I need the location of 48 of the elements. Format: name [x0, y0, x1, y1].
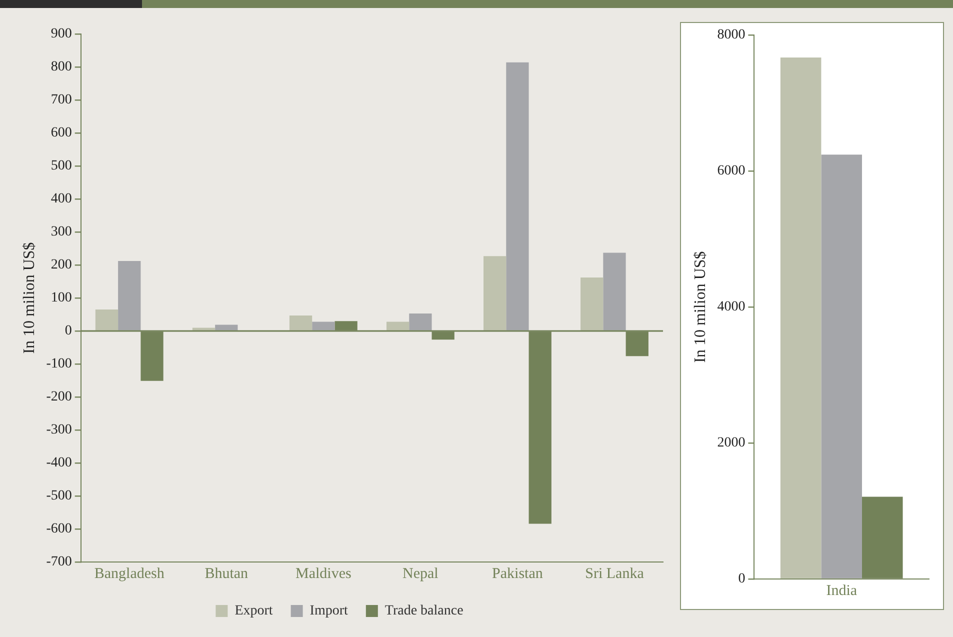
bar [821, 154, 862, 578]
y-tick-label: -600 [46, 522, 72, 537]
y-tick-label: -200 [46, 390, 72, 405]
bar [409, 314, 432, 330]
bar [118, 261, 141, 330]
bar [215, 324, 238, 330]
y-axis-title: In 10 milion US$ [20, 242, 38, 354]
y-tick-label: 300 [50, 224, 72, 240]
y-axis-title: In 10 milion US$ [692, 251, 709, 363]
x-tick-label: Pakistan [492, 566, 544, 582]
bar [289, 315, 312, 330]
y-tick-label: 4000 [717, 300, 746, 315]
bar [386, 322, 410, 330]
y-tick-label: 6000 [717, 164, 746, 179]
y-tick-label: 900 [50, 26, 72, 42]
y-tick-label: 600 [50, 126, 72, 141]
y-tick-label: 2000 [717, 436, 746, 451]
bar [780, 57, 822, 578]
x-tick-label: Nepal [402, 566, 438, 582]
legend-label: Export [234, 604, 273, 619]
y-tick-label: -300 [46, 422, 72, 438]
y-tick-label: 500 [50, 158, 72, 174]
bar [95, 310, 118, 330]
x-tick-label: India [826, 582, 858, 599]
y-tick-label: -700 [46, 554, 72, 570]
bar [484, 256, 506, 330]
y-tick-label: 400 [50, 192, 72, 207]
y-tick-label: 0 [738, 572, 746, 587]
x-tick-label: Bangladesh [94, 566, 165, 582]
y-tick-label: -500 [46, 488, 72, 504]
x-tick-label: Sri Lanka [585, 566, 644, 582]
legend-label: Trade balance [384, 604, 464, 619]
bar [312, 322, 335, 330]
bar [603, 252, 626, 330]
bar [192, 328, 216, 330]
y-tick-label: 100 [50, 290, 72, 306]
bar [506, 62, 529, 330]
x-tick-label: Bhutan [204, 566, 249, 582]
y-tick-label: 8000 [717, 28, 746, 43]
legend-label: Import [310, 604, 348, 619]
y-tick-label: -100 [46, 356, 72, 372]
y-tick-label: -400 [46, 456, 72, 471]
x-tick-label: Maldives [296, 566, 352, 582]
y-tick-label: 200 [50, 258, 72, 273]
bar [580, 278, 604, 330]
y-tick-label: 700 [50, 92, 72, 108]
y-tick-label: 0 [64, 324, 72, 339]
y-tick-label: 800 [50, 60, 72, 75]
